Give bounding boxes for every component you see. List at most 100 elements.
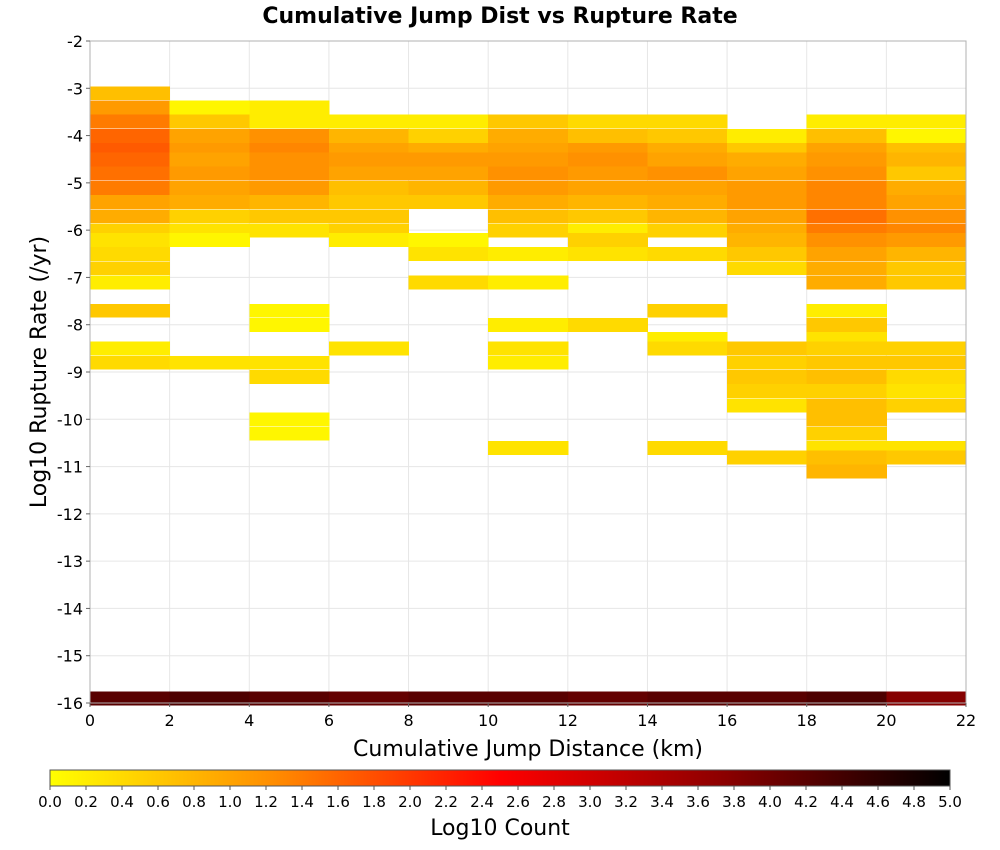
- heatmap-cell: [886, 152, 967, 167]
- heatmap-cell: [488, 166, 569, 181]
- heatmap-cell: [567, 180, 648, 195]
- colorbar-tick-label: 2.2: [434, 793, 458, 811]
- heatmap-cell: [567, 247, 648, 261]
- heatmap-cell: [886, 232, 967, 247]
- heatmap-cell: [328, 114, 410, 129]
- heatmap-cell: [647, 209, 728, 224]
- heatmap-cell: [169, 691, 250, 706]
- heatmap-cell: [727, 209, 808, 224]
- colorbar-tick-label: 2.4: [470, 793, 494, 811]
- heatmap-cell: [408, 691, 489, 706]
- heatmap-cell: [90, 355, 171, 370]
- heatmap-cell: [90, 180, 171, 195]
- y-tick-label: -3: [67, 79, 83, 98]
- heatmap-cell: [169, 180, 250, 195]
- heatmap-cell: [169, 166, 250, 181]
- heatmap-cell: [647, 195, 728, 209]
- heatmap-cell: [249, 355, 330, 370]
- heatmap-cell: [90, 341, 171, 356]
- heatmap-cell: [647, 166, 728, 181]
- heatmap-cell: [90, 128, 171, 143]
- heatmap-cell: [727, 261, 808, 276]
- heatmap-cell: [169, 355, 250, 370]
- colorbar-tick-label: 0.0: [38, 793, 62, 811]
- heatmap-cell: [806, 426, 887, 441]
- y-tick-label: -10: [57, 410, 83, 429]
- heatmap-cell: [647, 303, 728, 318]
- heatmap-cell: [249, 152, 330, 167]
- heatmap-cell: [886, 166, 967, 181]
- heatmap-cell: [806, 398, 887, 413]
- heatmap-cell: [328, 180, 410, 195]
- heatmap-cell: [886, 398, 967, 413]
- x-axis-ticks: 0 2 4 6 8 10 12 14 16 18 20 22: [85, 703, 976, 730]
- heatmap-cell: [90, 261, 171, 276]
- y-tick-label: -16: [57, 694, 83, 713]
- heatmap-cell: [567, 691, 648, 706]
- y-tick-label: -6: [67, 221, 83, 240]
- heatmap-cell: [169, 100, 250, 115]
- colorbar-tick-label: 0.4: [110, 793, 134, 811]
- y-tick-label: -12: [57, 505, 83, 524]
- heatmap-cell: [806, 232, 887, 247]
- heatmap-cell: [727, 691, 808, 706]
- colorbar-tick-label: 3.0: [578, 793, 602, 811]
- heatmap-cell: [886, 247, 967, 261]
- heatmap-cell: [806, 114, 887, 129]
- heatmap-cell: [886, 195, 967, 209]
- heatmap-cell: [408, 114, 489, 129]
- heatmap-cell: [727, 370, 808, 384]
- heatmap-cell: [806, 355, 887, 370]
- colorbar-tick-label: 3.4: [650, 793, 674, 811]
- colorbar-tick-label: 0.6: [146, 793, 170, 811]
- heatmap-cell: [567, 128, 648, 143]
- heatmap-cell: [90, 114, 171, 129]
- y-tick-label: -4: [67, 127, 83, 146]
- y-tick-label: -15: [57, 647, 83, 666]
- heatmap-cell: [408, 128, 489, 143]
- y-tick-label: -2: [67, 32, 83, 51]
- heatmap-cell: [488, 114, 569, 129]
- heatmap-cell: [727, 341, 808, 356]
- x-tick-label: 12: [558, 711, 578, 730]
- y-axis-label: Log10 Rupture Rate (/yr): [27, 236, 52, 508]
- heatmap-cell: [806, 450, 887, 465]
- heatmap-cell: [90, 86, 171, 101]
- x-tick-label: 22: [956, 711, 976, 730]
- heatmap-cell: [90, 152, 171, 167]
- heatmap-cell: [408, 275, 489, 290]
- heatmap-cell: [886, 384, 967, 399]
- heatmap-cell: [169, 114, 250, 129]
- heatmap-cell: [727, 152, 808, 167]
- heatmap-cell: [488, 209, 569, 224]
- heatmap-cell: [249, 209, 330, 224]
- heatmap-cell: [90, 303, 171, 318]
- heatmap-cell: [328, 691, 410, 706]
- colorbar-tick-label: 4.0: [758, 793, 782, 811]
- heatmap-cell: [249, 370, 330, 384]
- heatmap-cell: [647, 247, 728, 261]
- heatmap-cell: [567, 152, 648, 167]
- colorbar-tick-label: 1.6: [326, 793, 350, 811]
- heatmap-cell: [727, 247, 808, 261]
- heatmap-cell: [886, 370, 967, 384]
- heatmap-cell: [90, 195, 171, 209]
- colorbar-tick-label: 2.0: [398, 793, 422, 811]
- heatmap-cell: [727, 166, 808, 181]
- heatmap-cell: [90, 100, 171, 115]
- heatmap-cell: [328, 341, 410, 356]
- x-tick-label: 4: [244, 711, 254, 730]
- x-tick-label: 14: [637, 711, 657, 730]
- heatmap-cell: [727, 195, 808, 209]
- heatmap-cell: [886, 355, 967, 370]
- heatmap-cell: [90, 209, 171, 224]
- heatmap-cell: [408, 166, 489, 181]
- heatmap-cell: [886, 209, 967, 224]
- heatmap-cell: [328, 232, 410, 247]
- heatmap-cell: [567, 318, 648, 332]
- heatmap-cell: [886, 114, 967, 129]
- heatmap-cell: [806, 341, 887, 356]
- heatmap-cell: [886, 450, 967, 465]
- y-tick-label: -13: [57, 552, 83, 571]
- heatmap-cell: [886, 341, 967, 356]
